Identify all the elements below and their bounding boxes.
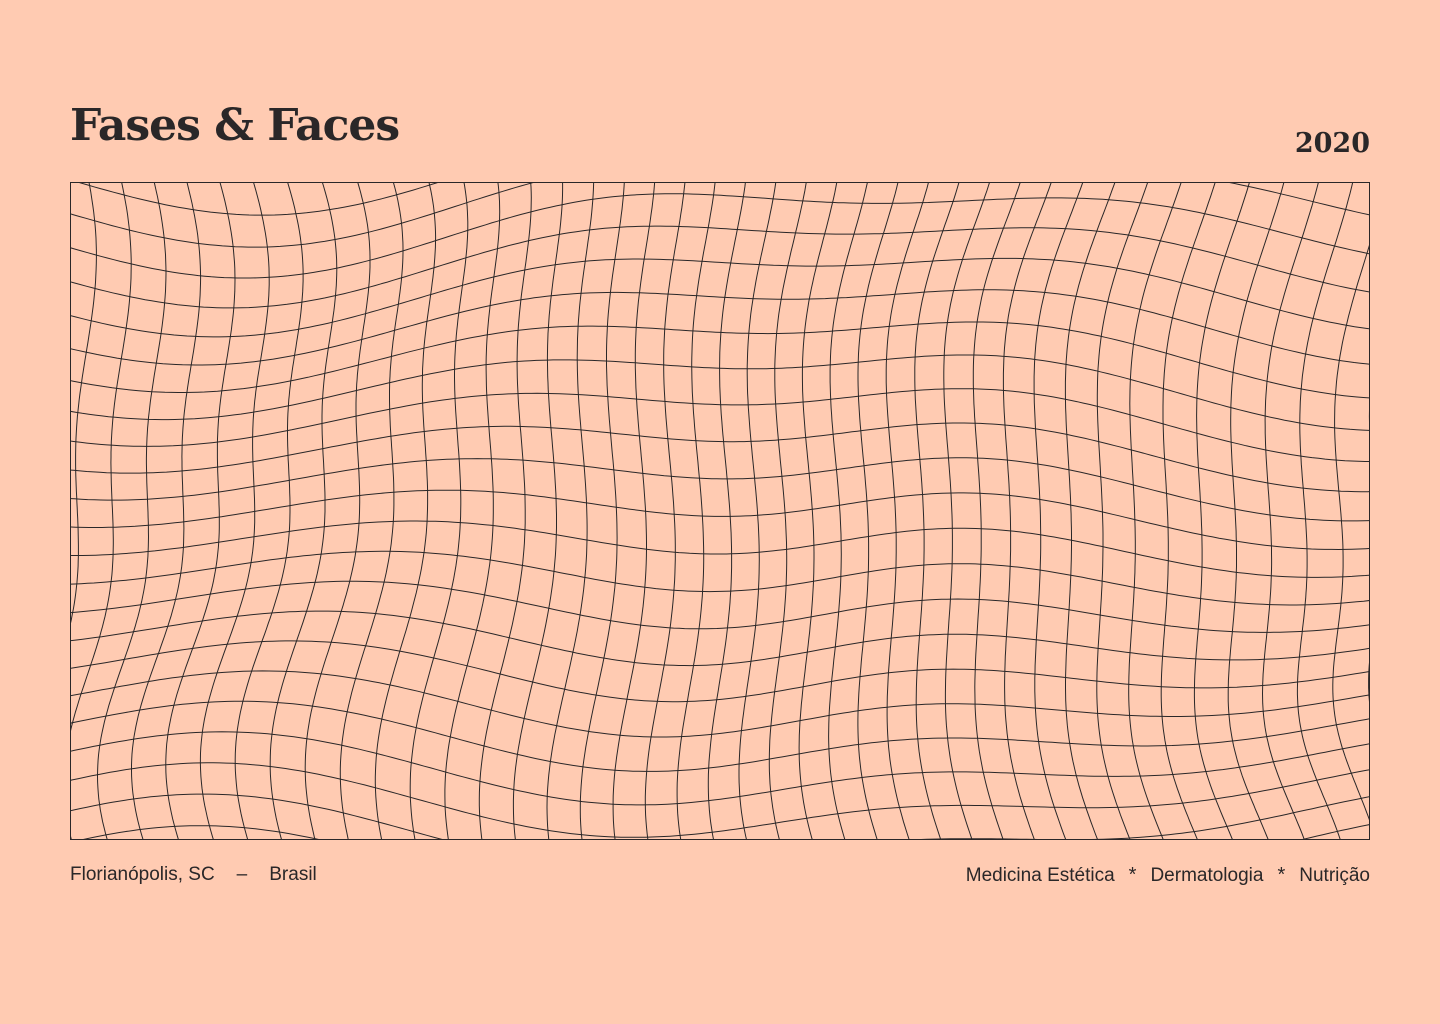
grid-line: [1128, 183, 1182, 839]
grid-line: [131, 183, 202, 839]
grid-line: [546, 183, 595, 839]
grid-line: [612, 183, 656, 839]
location-country: Brasil: [269, 864, 317, 885]
location-separator: –: [236, 864, 248, 885]
grid-line: [857, 183, 899, 839]
grid-line: [71, 640, 1369, 703]
grid-line: [676, 183, 716, 839]
service-aesthetic-medicine: Medicina Estética: [965, 865, 1115, 886]
service-separator: *: [1277, 864, 1286, 886]
grid-line: [738, 183, 777, 839]
service-dermatology: Dermatologia: [1150, 865, 1264, 886]
grid-line: [96, 183, 167, 839]
grid-line: [71, 257, 1369, 338]
grid-line: [79, 183, 438, 216]
grid-line: [83, 824, 1369, 839]
location-city: Florianópolis, SC: [70, 864, 215, 885]
grid-line: [798, 183, 838, 839]
grid-line: [304, 183, 371, 839]
grid-line: [1227, 183, 1285, 839]
grid-line: [1332, 245, 1369, 821]
grid-line: [71, 610, 1369, 667]
brand-title: Fases & Faces: [70, 100, 400, 151]
grid-line: [71, 388, 1369, 463]
grid-line: [71, 354, 1369, 431]
grid-line: [1296, 183, 1354, 839]
grid-line: [71, 731, 1369, 806]
service-separator: *: [1128, 864, 1137, 886]
grid-line: [71, 289, 1369, 366]
grid-line: [579, 183, 625, 839]
grid-line: [885, 183, 929, 839]
grid-line: [644, 183, 686, 839]
grid-line: [71, 670, 1369, 738]
location-line: Florianópolis, SC – Brasil: [70, 862, 317, 888]
grid-line: [478, 183, 532, 839]
services-line: Medicina Estética * Dermatologia * Nutrição: [966, 862, 1370, 889]
grid-line: [71, 580, 1369, 633]
grid-line: [512, 183, 564, 839]
grid-line: [165, 183, 236, 839]
grid-line: [1064, 183, 1116, 839]
warped-grid-artwork: [70, 182, 1370, 840]
grid-line: [71, 193, 1369, 279]
grid-line: [374, 183, 437, 839]
grid-line: [1160, 183, 1216, 839]
grid-line: [828, 183, 868, 839]
grid-line: [1261, 183, 1319, 839]
grid-line: [71, 422, 1369, 493]
grid-line: [1096, 183, 1148, 839]
grid-line: [71, 700, 1369, 772]
grid-line: [339, 183, 404, 839]
grid-line: [707, 183, 746, 839]
grid-line: [1002, 183, 1052, 839]
grid-line: [71, 225, 1369, 309]
grid-line: [71, 762, 1369, 838]
grid-line: [444, 183, 501, 839]
grid-line: [71, 321, 1369, 399]
grid-line: [71, 793, 1369, 839]
grid-line: [943, 183, 990, 839]
grid-line: [1368, 410, 1369, 702]
grid-line: [914, 183, 960, 839]
grid-line: [199, 183, 270, 839]
grid-line: [972, 183, 1021, 839]
grid-line: [1033, 183, 1084, 839]
grid-line: [71, 183, 132, 839]
grid-line: [71, 457, 1369, 522]
service-nutrition: Nutrição: [1299, 865, 1370, 886]
grid-line: [71, 550, 1369, 606]
grid-line: [409, 183, 469, 839]
grid-line: [269, 183, 338, 839]
grid-line: [71, 520, 1369, 578]
year-label: 2020: [1294, 128, 1370, 159]
grid-line: [1193, 183, 1250, 839]
grid-line: [71, 183, 97, 624]
grid-line: [768, 183, 807, 839]
grid-line: [234, 183, 304, 839]
grid-line: [71, 183, 1369, 248]
grid-line: [71, 489, 1369, 551]
warped-grid-svg: [71, 183, 1369, 839]
